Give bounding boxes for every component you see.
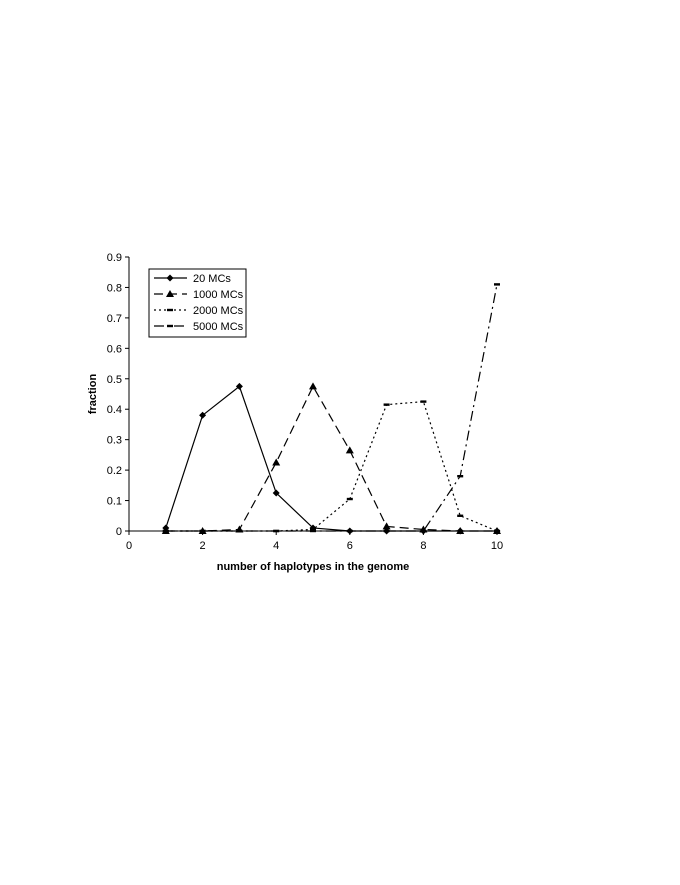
- legend: 20 MCs 1000 MCs 2000 MCs 5000 MCs: [148, 268, 247, 338]
- y-tick-label: 0.4: [107, 404, 122, 416]
- data-point: [162, 529, 169, 533]
- series-line: [165, 385, 497, 532]
- data-point: [272, 458, 281, 466]
- y-tick-label: 0.1: [107, 496, 122, 508]
- data-point: [457, 514, 464, 517]
- series-4: [162, 283, 500, 533]
- y-axis-title: fraction: [87, 374, 99, 415]
- legend-box: [148, 268, 247, 338]
- data-point: [383, 529, 390, 533]
- data-point: [272, 489, 280, 497]
- data-point: [345, 446, 354, 454]
- data-point: [494, 283, 500, 286]
- legend-label: 2000 MCs: [193, 305, 244, 317]
- y-tick-label: 0.5: [107, 374, 122, 386]
- tick-labels: 0 0.1 0.2 0.3 0.4 0.5 0.6 0.7 0.8 0.9 0 2 4 6 8 10: [107, 252, 503, 552]
- data-point: [273, 529, 280, 533]
- data-point: [309, 382, 317, 390]
- series-line: [165, 400, 498, 532]
- legend-swatch-marker: [166, 290, 174, 297]
- x-tick-label: 0: [126, 540, 132, 552]
- legend-label: 20 MCs: [193, 273, 231, 285]
- legend-label: 5000 MCs: [193, 321, 244, 333]
- data-point: [383, 403, 390, 406]
- data-point: [236, 529, 243, 533]
- data-point: [346, 497, 353, 501]
- series-1: [162, 382, 501, 535]
- data-point: [494, 529, 500, 533]
- x-tick-label: 2: [200, 540, 206, 552]
- data-point: [420, 400, 427, 403]
- y-tick-label: 0.3: [107, 435, 122, 447]
- y-tick-label: 0.2: [107, 465, 122, 477]
- data-point: [457, 475, 464, 478]
- x-axis-title: number of haplotypes in the genome: [217, 561, 410, 573]
- y-tick-label: 0.7: [107, 313, 122, 325]
- data-point: [199, 411, 207, 419]
- series-line: [165, 385, 497, 532]
- legend-swatch-marker: [167, 308, 173, 312]
- data-point: [310, 528, 316, 531]
- legend-swatch-marker: [166, 274, 174, 282]
- data-point: [346, 529, 353, 533]
- y-tick-label: 0.6: [107, 343, 122, 355]
- series-3: [162, 400, 500, 533]
- y-tick-label: 0.9: [107, 252, 122, 264]
- x-tick-label: 8: [420, 540, 426, 552]
- x-tick-label: 6: [347, 540, 353, 552]
- series: [161, 283, 501, 535]
- data-point: [456, 527, 465, 534]
- data-point: [382, 522, 391, 530]
- y-tick-label: 0.8: [107, 282, 122, 294]
- data-point: [420, 529, 427, 533]
- legend-label: 1000 MCs: [193, 289, 244, 301]
- series-line: [165, 284, 498, 532]
- data-point: [235, 382, 243, 390]
- y-tick-label: 0: [116, 526, 122, 538]
- x-tick-label: 10: [491, 540, 503, 552]
- series-2: [161, 382, 501, 534]
- legend-swatch-marker: [167, 324, 173, 328]
- data-point: [199, 529, 206, 533]
- data-point: [310, 529, 316, 533]
- x-tick-label: 4: [273, 540, 279, 552]
